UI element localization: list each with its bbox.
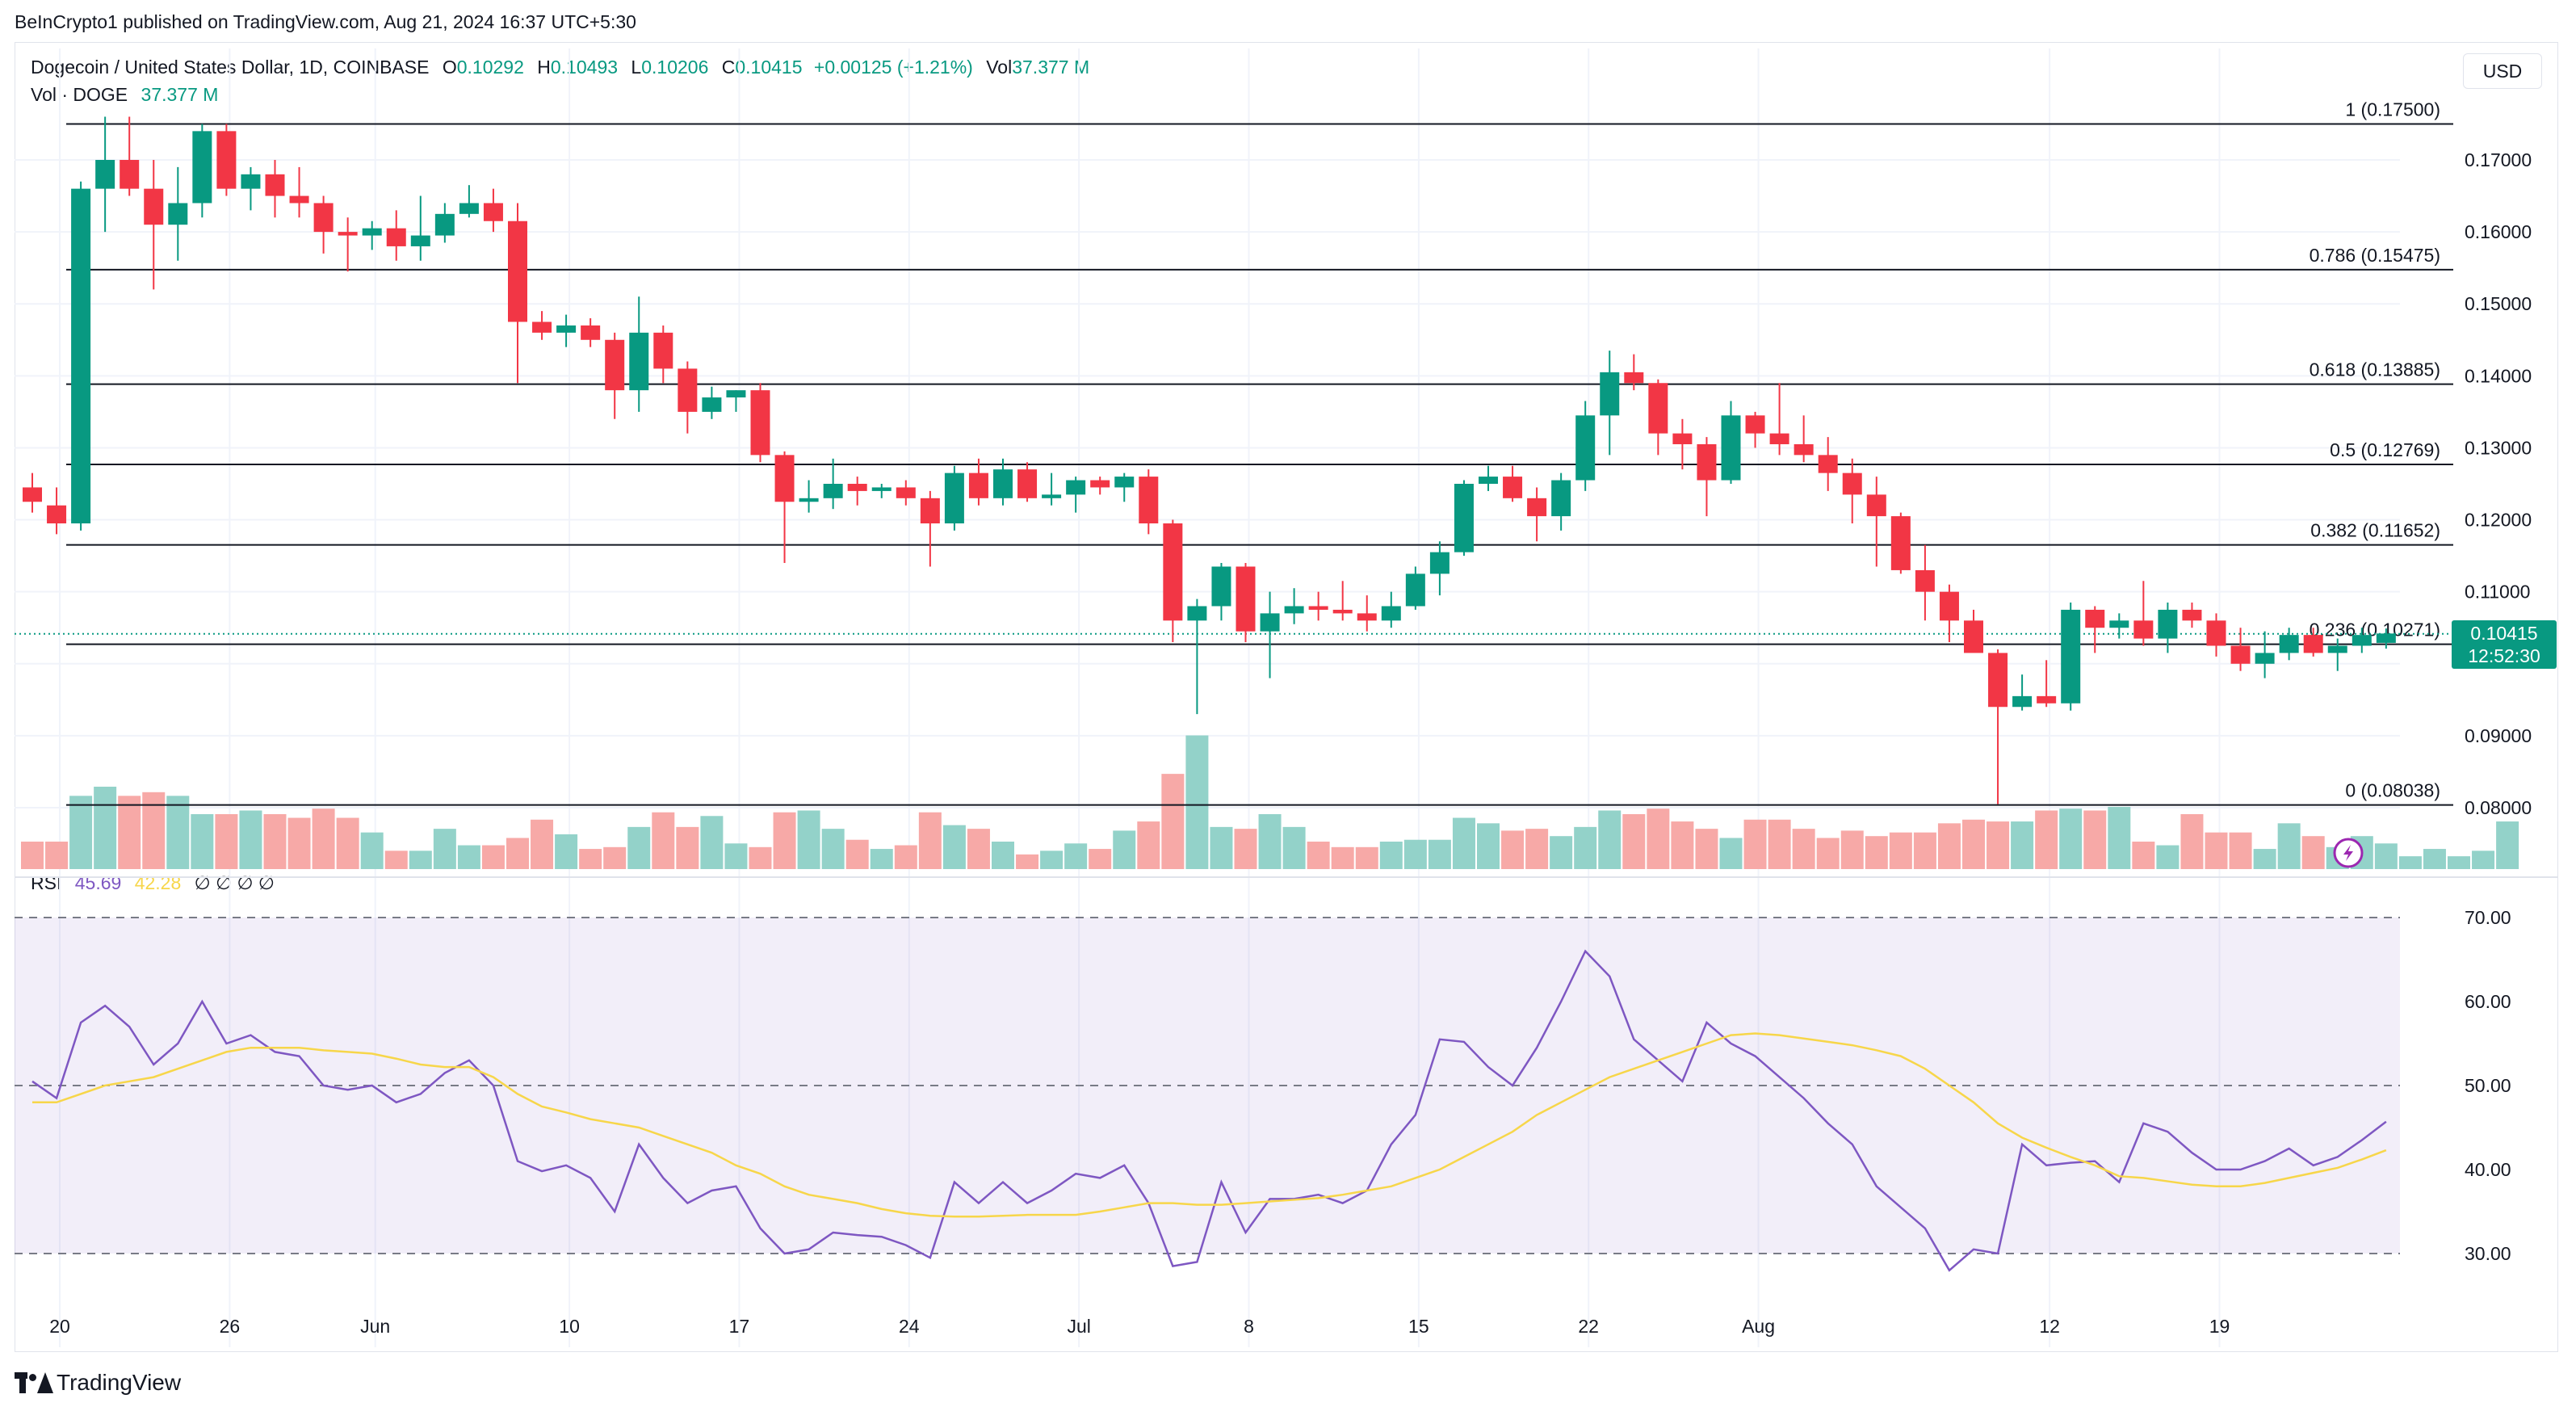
rsi-legend: RSI 45.69 42.28 ∅ ∅ ∅ ∅ — [31, 872, 275, 894]
volume-legend-label[interactable]: Vol · DOGE — [31, 84, 128, 105]
vol-value: 37.377 M — [1012, 57, 1090, 78]
vol-label: Vol — [986, 57, 1013, 78]
close-label: C — [721, 57, 736, 78]
volume-legend: Vol · DOGE 37.377 M — [31, 84, 218, 106]
high-value: 0.10493 — [550, 57, 619, 78]
rsi-label[interactable]: RSI — [31, 872, 62, 893]
rsi-ma-value: 42.28 — [134, 872, 182, 893]
volume-legend-value: 37.377 M — [141, 84, 219, 105]
open-value: 0.10292 — [456, 57, 524, 78]
high-label: H — [537, 57, 551, 78]
symbol-name[interactable]: Dogecoin / United States Dollar, 1D, COI… — [31, 57, 430, 78]
tradingview-logo-icon — [15, 1372, 53, 1393]
last-price-tag: 0.10415 12:52:30 — [2452, 620, 2557, 669]
rsi-value: 45.69 — [74, 872, 122, 893]
publisher-line: BeInCrypto1 published on TradingView.com… — [15, 11, 636, 32]
low-value: 0.10206 — [641, 57, 709, 78]
low-label: L — [631, 57, 642, 78]
currency-button[interactable]: USD — [2463, 53, 2542, 89]
last-price-value: 0.10415 — [2470, 623, 2538, 644]
bar-countdown: 12:52:30 — [2468, 645, 2540, 666]
tradingview-logo[interactable]: TradingView — [15, 1370, 181, 1396]
symbol-legend: Dogecoin / United States Dollar, 1D, COI… — [31, 57, 1089, 78]
chart-frame — [15, 42, 2558, 1352]
close-value: 0.10415 — [735, 57, 803, 78]
rsi-extra-values: ∅ ∅ ∅ ∅ — [194, 872, 275, 893]
tradingview-brand: TradingView — [57, 1370, 182, 1395]
change-value: +0.00125 (+1.21%) — [813, 57, 973, 78]
open-label: O — [442, 57, 457, 78]
